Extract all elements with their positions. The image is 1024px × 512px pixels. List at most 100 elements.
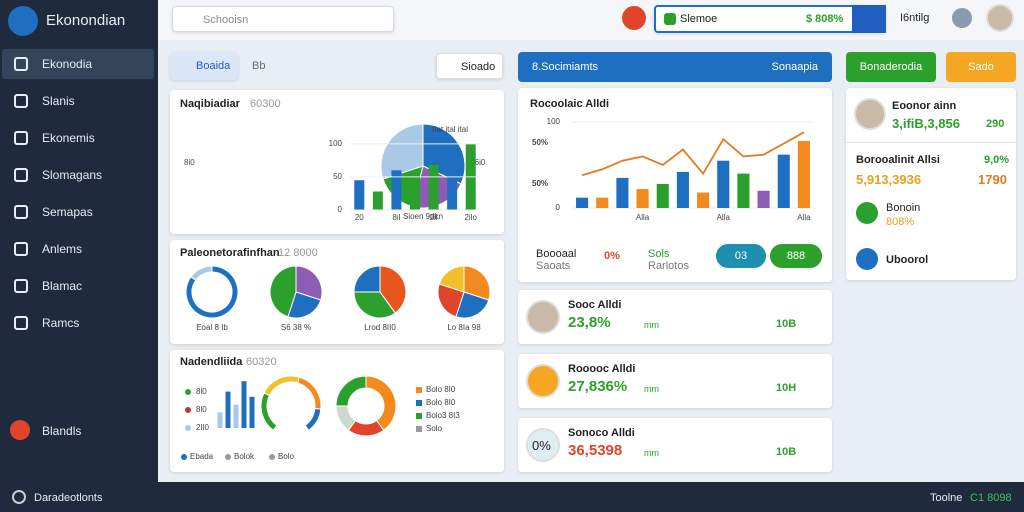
label: S6 38 % <box>281 323 311 332</box>
footer-dot <box>269 454 275 460</box>
toggle[interactable]: 03 <box>716 244 766 268</box>
label: Bolo 8I0 <box>426 398 456 407</box>
placeholder: Schooisn <box>203 14 249 26</box>
menu-item[interactable]: Ekonemis <box>2 123 154 153</box>
menu-label: Blamac <box>42 279 83 293</box>
menu-label: Ramcs <box>42 316 80 330</box>
bar <box>428 165 439 210</box>
menu-item[interactable]: Blandls <box>42 424 82 438</box>
legend-dot <box>185 389 191 395</box>
quick-search[interactable]: Slemoe $ 808% <box>654 5 886 33</box>
header-action[interactable]: Sonaapia <box>771 61 819 73</box>
pie-slice <box>380 123 424 180</box>
footer-text: Daradeotlonts <box>34 492 103 504</box>
menu-item[interactable]: Slomagans <box>2 160 154 190</box>
label: 100 <box>547 117 561 126</box>
footer-dot <box>225 454 231 460</box>
bar <box>576 197 589 208</box>
legend-dot <box>185 407 191 413</box>
button-label: Sado <box>968 61 994 73</box>
logo <box>8 6 38 36</box>
stat-pct: 9,0% <box>984 154 1010 166</box>
bar <box>717 160 730 208</box>
footer-label: Toolne <box>930 492 963 504</box>
bar <box>797 140 810 208</box>
item-title: Uboorol <box>886 254 929 266</box>
bar <box>777 154 790 208</box>
card-right: 10B <box>776 446 797 458</box>
label: 8l0 <box>196 387 207 396</box>
bar <box>410 173 420 210</box>
label: Lo 8Ia 98 <box>447 323 481 332</box>
profile-value: 3,ifiB,3,856 <box>892 116 960 131</box>
button-label: Bonaderodia <box>859 61 923 73</box>
label: 2il <box>430 213 438 222</box>
pie-slice <box>455 291 490 319</box>
menu-item[interactable]: Semapas <box>2 197 154 227</box>
bar <box>757 190 770 208</box>
legend-swatch <box>416 387 422 393</box>
search-button[interactable] <box>852 5 886 33</box>
bar <box>737 173 750 208</box>
panel: Nadendliida 60320 8l0 8l0 2Il0 Bolo 8I0 Bolo… <box>170 350 504 472</box>
profile-right: 290 <box>986 118 1005 130</box>
label: Ebada <box>190 452 214 461</box>
menu-label: Semapas <box>42 205 93 219</box>
button[interactable]: Sioado <box>436 53 503 79</box>
label: IIat ital ital <box>432 125 468 134</box>
notification[interactable] <box>952 8 972 28</box>
avatar[interactable] <box>986 4 1014 32</box>
panel-title: Nadendliida <box>180 356 243 368</box>
pie-slice <box>287 291 322 319</box>
pie-slice <box>263 375 300 397</box>
label: 20 <box>355 213 364 222</box>
label: Sioen 9dkn <box>403 212 443 221</box>
label: 8l0 <box>196 405 207 414</box>
tab[interactable]: Boaida <box>170 52 238 80</box>
label: 8il <box>392 213 400 222</box>
card-title: Rooooc Alldi <box>568 363 636 375</box>
menu-item[interactable]: Anlems <box>2 234 154 264</box>
charts: Sioen 9dkn 8i0 6i0 0 50 100 20 8il 2il 2ilo IIat i… <box>184 123 486 222</box>
item-sub: 808% <box>886 216 915 228</box>
label: 100 <box>329 139 343 148</box>
menu-label: Ekonemis <box>42 131 95 145</box>
legend-dot <box>185 425 191 431</box>
legend-swatch <box>416 400 422 406</box>
pie-slice <box>297 376 322 410</box>
label: Solo <box>426 424 443 433</box>
footer: Daradeotlonts Toolne C1 8098 <box>0 482 1024 512</box>
user-name: I6ntilg <box>900 12 930 24</box>
button[interactable]: Sado <box>946 52 1016 82</box>
footer-value: C1 8098 <box>970 492 1012 504</box>
tab[interactable]: Bb <box>252 60 266 72</box>
label: 0 <box>338 205 343 214</box>
item-title: Bonoin <box>886 202 921 214</box>
stat-sub: Rarlotos <box>648 260 689 272</box>
value: $ 808% <box>806 13 844 25</box>
profile-name: Eoonor ainn <box>892 100 957 112</box>
menu-item[interactable]: Ramcs <box>2 308 154 338</box>
menu-item[interactable]: Blamac <box>2 271 154 301</box>
pie-slice <box>365 375 397 431</box>
sidebar: Ekonondian Ekonodia Slanis Ekonemis Slomaga… <box>0 0 158 482</box>
menu-label: Slanis <box>42 94 75 108</box>
pie-slice <box>295 265 323 301</box>
icon <box>14 242 28 256</box>
search-box[interactable]: Schooisn <box>172 6 394 32</box>
stat-sub: Saoats <box>536 260 571 272</box>
label: 2ilo <box>464 213 477 222</box>
panel-title: Naqibiadiar <box>180 98 240 110</box>
menu-item[interactable]: Ekonodia <box>2 49 154 79</box>
menu-item[interactable]: Slanis <box>2 86 154 116</box>
bar <box>596 197 609 208</box>
button[interactable]: Bonaderodia <box>846 52 936 82</box>
card-unit: mm <box>644 448 659 458</box>
label: Lrod 8II0 <box>364 323 396 332</box>
toggle[interactable]: 888 <box>770 244 822 268</box>
pie-slice <box>379 265 407 314</box>
stat-value: 0% <box>604 250 620 262</box>
alert-icon[interactable] <box>622 6 646 30</box>
panel: Naqibiadiar 60300 Sioen 9dkn 8i0 6i0 0 50 100… <box>170 90 504 234</box>
label: Alla <box>797 213 811 222</box>
